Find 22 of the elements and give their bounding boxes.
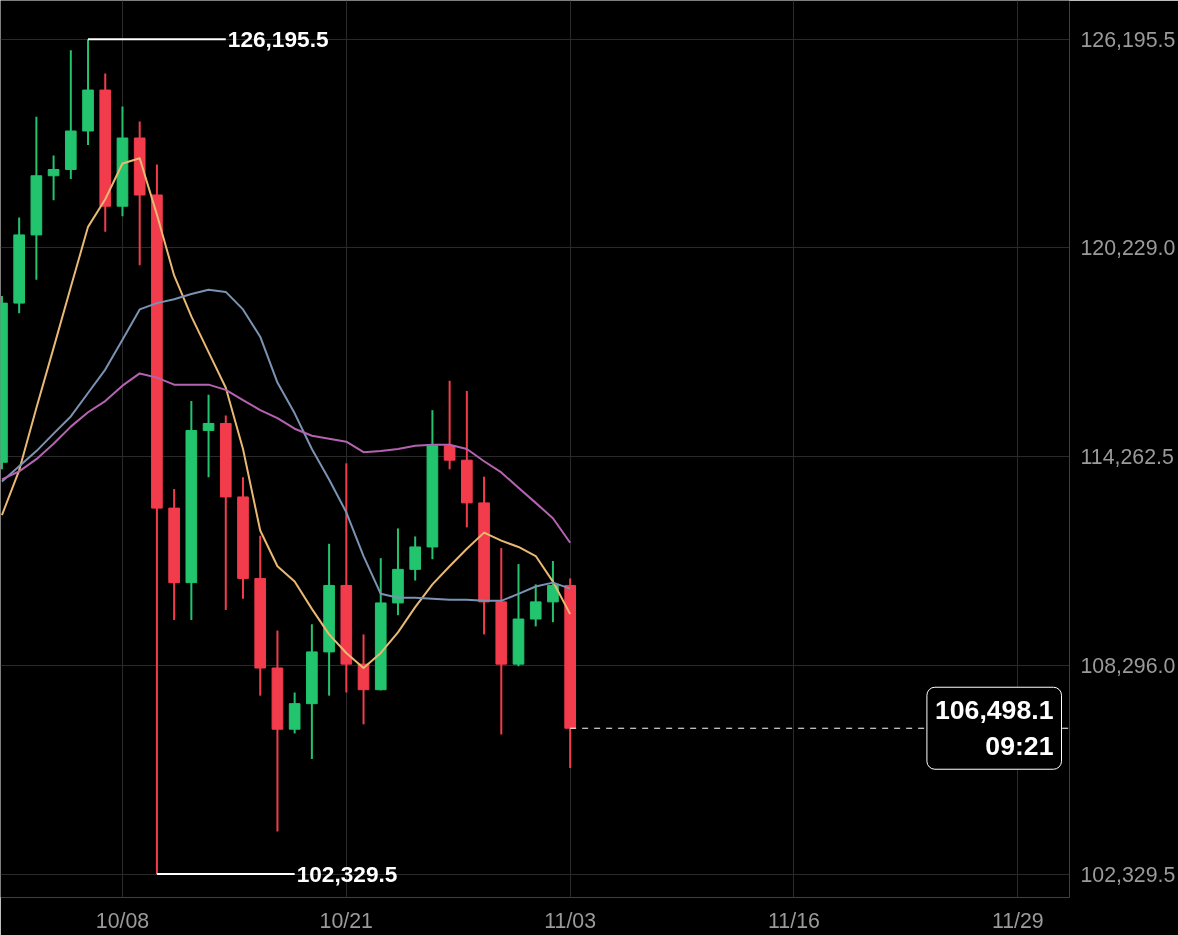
candlestick — [443, 379, 456, 471]
candlestick — [547, 559, 559, 624]
y-tick-label: 126,195.5 — [1080, 27, 1176, 52]
annotation: 102,329.5 — [296, 860, 398, 887]
line-series — [0, 372, 572, 544]
y-tick-label: 108,296.0 — [1080, 653, 1176, 678]
line-series — [0, 157, 572, 669]
line-series — [0, 288, 572, 602]
candlestick — [202, 393, 215, 479]
ref-line-label: 106,498.1 09:21 — [934, 695, 1054, 762]
x-tick-label: 10/21 — [319, 908, 373, 933]
x-tick-label: 11/03 — [544, 908, 597, 933]
y-tick-label: 120,229.0 — [1080, 236, 1176, 261]
candlestick — [529, 583, 542, 628]
candlestick — [409, 535, 422, 582]
x-tick-label: 11/29 — [991, 908, 1044, 933]
annotation: 126,195.5 — [227, 25, 329, 52]
y-tick-label: 114,262.5 — [1080, 445, 1174, 470]
y-tick-label: 102,329.5 — [1080, 862, 1176, 887]
x-tick-label: 10/08 — [95, 908, 150, 933]
x-tick-label: 11/16 — [768, 908, 820, 933]
candlestick — [47, 154, 60, 202]
